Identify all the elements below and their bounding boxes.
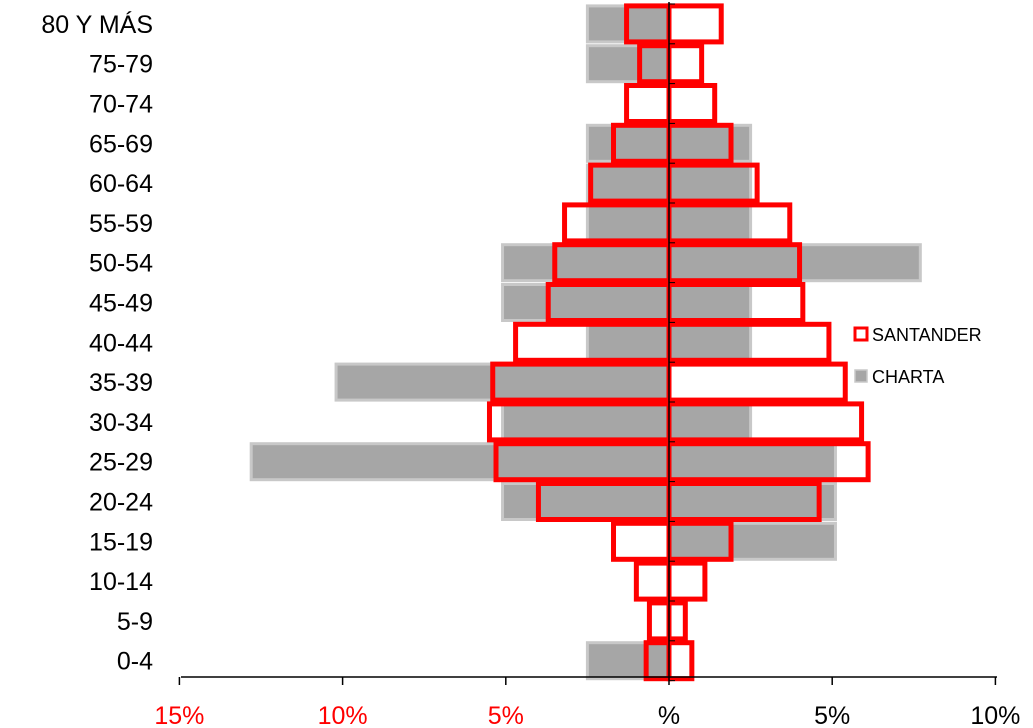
charta-bar-right-50-54 bbox=[667, 243, 922, 283]
charta-bar-left-50-54 bbox=[501, 243, 671, 283]
category-label-75-79: 75-79 bbox=[89, 51, 153, 79]
charta-bar-right-30-34 bbox=[667, 402, 753, 442]
category-label-65-69: 65-69 bbox=[89, 130, 153, 158]
category-label-40-44: 40-44 bbox=[89, 329, 153, 357]
legend: SANTANDER CHARTA bbox=[853, 325, 982, 387]
x-tick-label: % bbox=[658, 702, 680, 728]
category-label-60-64: 60-64 bbox=[89, 170, 153, 198]
charta-bar-right-15-19 bbox=[667, 521, 837, 561]
legend-label-santander: SANTANDER bbox=[872, 325, 982, 345]
category-labels: 80 Y MÁS 75-79 70-74 65-69 60-64 55-59 50-54 45… bbox=[41, 10, 153, 676]
category-label-25-29: 25-29 bbox=[89, 449, 153, 477]
charta-bar-left-65-69 bbox=[585, 123, 671, 163]
charta-bar-left-30-34 bbox=[501, 402, 671, 442]
category-label-50-54: 50-54 bbox=[89, 250, 153, 278]
charta-bar-left-40-44 bbox=[585, 322, 671, 362]
category-label-20-24: 20-24 bbox=[89, 489, 153, 517]
legend-swatch-santander bbox=[853, 326, 869, 342]
charta-bar-left-60-64 bbox=[585, 163, 671, 203]
category-label-55-59: 55-59 bbox=[89, 210, 153, 238]
santander-bar-right-70-74 bbox=[666, 83, 718, 124]
santander-bar-right-10-14 bbox=[666, 560, 708, 602]
category-label-45-49: 45-49 bbox=[89, 290, 153, 318]
category-label-80-y-m-s: 80 Y MÁS bbox=[41, 10, 153, 39]
category-label-10-14: 10-14 bbox=[89, 568, 153, 596]
category-label-5-9: 5-9 bbox=[117, 608, 153, 636]
x-tick-label: 5% bbox=[814, 702, 850, 728]
charta-bar-right-20-24 bbox=[667, 482, 837, 521]
santander-bar-right-75-79 bbox=[666, 43, 705, 85]
charta-bar-left-20-24 bbox=[501, 482, 671, 521]
charta-bar-right-45-49 bbox=[667, 283, 753, 322]
charta-bar-left-0-4 bbox=[585, 641, 671, 681]
x-tick-label: 10% bbox=[318, 702, 368, 728]
charta-bar-right-65-69 bbox=[667, 123, 753, 163]
charta-bar-left-55-59 bbox=[585, 203, 671, 243]
charta-bar-left-25-29 bbox=[249, 442, 671, 482]
category-label-35-39: 35-39 bbox=[89, 369, 153, 397]
santander-bar-left-10-14 bbox=[633, 560, 672, 602]
category-label-0-4: 0-4 bbox=[117, 648, 153, 676]
legend-swatch-charta bbox=[854, 369, 868, 383]
category-label-70-74: 70-74 bbox=[89, 91, 153, 119]
axes bbox=[178, 2, 997, 685]
santander-bar-left-70-74 bbox=[624, 83, 672, 124]
charta-bar-left-35-39 bbox=[334, 362, 671, 402]
x-tick-label: 10% bbox=[970, 702, 1020, 728]
x-tick-label: 15% bbox=[154, 702, 204, 728]
santander-bar-right-0-4 bbox=[666, 640, 695, 682]
santander-bar-right-5-9 bbox=[666, 600, 688, 642]
charta-bar-left-45-49 bbox=[501, 283, 671, 322]
x-tick-label: 5% bbox=[488, 702, 524, 728]
x-tick-labels: 15% 10% 5%% 5% 10% bbox=[154, 702, 1020, 728]
charta-bars bbox=[249, 4, 922, 681]
category-label-30-34: 30-34 bbox=[89, 409, 153, 437]
charta-bar-right-25-29 bbox=[667, 442, 837, 482]
charta-bar-right-60-64 bbox=[667, 163, 753, 203]
santander-bar-left-15-19 bbox=[611, 520, 672, 562]
charta-bar-left-75-79 bbox=[585, 44, 671, 84]
charta-bar-right-55-59 bbox=[667, 203, 753, 243]
legend-label-charta: CHARTA bbox=[872, 367, 944, 387]
santander-bar-right-35-39 bbox=[666, 361, 848, 403]
charta-bar-right-40-44 bbox=[667, 322, 753, 362]
category-label-15-19: 15-19 bbox=[89, 528, 153, 556]
santander-bar-right-80-y-m-s bbox=[666, 3, 724, 45]
santander-bar-left-5-9 bbox=[646, 600, 672, 642]
